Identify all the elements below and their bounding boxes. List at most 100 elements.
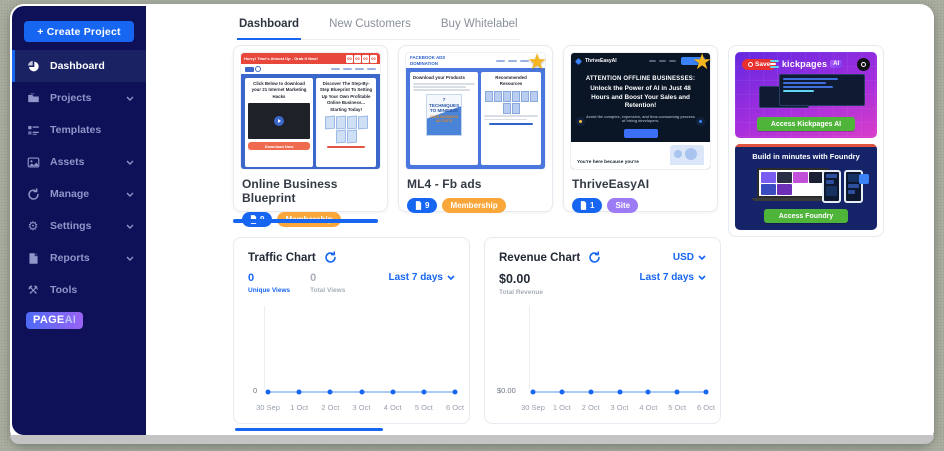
pages-count-badge: 9 [407, 198, 438, 213]
code-window-graphic [779, 74, 865, 106]
data-point-marker [265, 389, 271, 395]
chart-title: Traffic Chart [248, 251, 316, 264]
chart-plot-area: $0.00 30 Sep 1 Oct 2 Oct 3 Oct 4 Oct 5 Oct 6 O… [497, 302, 715, 415]
sidebar-item-label: Reports [50, 252, 90, 264]
refresh-icon[interactable] [588, 251, 601, 264]
sidebar-item-templates[interactable]: Templates [12, 114, 146, 146]
sidebar-item-manage[interactable]: Manage [12, 178, 146, 210]
page-bottom-scrollbar[interactable] [235, 428, 383, 431]
image-icon [26, 155, 40, 169]
project-card[interactable]: ThriveEasyAI ATTENTION OFFLINE BUSINESSE… [563, 45, 718, 213]
chevron-down-icon [126, 256, 134, 261]
refresh-icon[interactable] [324, 251, 337, 264]
zero-data-line [530, 389, 709, 395]
foundry-banner[interactable]: Build in minutes with Foundry Access Fou… [735, 144, 877, 230]
stat-label: Total Revenue [499, 289, 543, 296]
tab-new-customers[interactable]: New Customers [329, 18, 411, 30]
access-kickpages-ai-button[interactable]: Access Kickpages AI [757, 117, 855, 131]
tab-buy-whitelabel[interactable]: Buy Whitelabel [440, 18, 518, 30]
date-range-dropdown[interactable]: Last 7 days [640, 272, 706, 283]
sidebar-item-tools[interactable]: ⚒ Tools [12, 274, 146, 306]
thumb-download-button: Download Now [248, 142, 311, 151]
project-title: ML4 - Fb ads [407, 177, 482, 191]
thumb-site-brand: FACEBOOK ADS DOMINATION [410, 55, 445, 66]
project-card[interactable]: FACEBOOK ADS DOMINATION Download your Pr… [398, 45, 553, 213]
project-thumbnail[interactable]: FACEBOOK ADS DOMINATION Download your Pr… [405, 52, 546, 170]
thumb-headline: Unlock the Power of AI in Just 48 Hours … [590, 85, 691, 110]
main-content: Dashboard New Customers Buy Whitelabel H… [146, 4, 932, 435]
x-axis-tick-label: 3 Oct [610, 403, 629, 412]
tools-icon: ⚒ [27, 283, 39, 297]
thumb-site-body: Download your Products 7 TECHNIQUES TO M… [406, 68, 545, 169]
chat-badge-icon [859, 174, 869, 184]
thumb-countdown-text: Hurry! Time's Almost Up - Grab It Now! [244, 56, 318, 61]
sidebar-item-label: Projects [50, 92, 92, 104]
ebook-subtitle: YOUR FACEBOOK AD COSTS [429, 115, 459, 124]
project-card[interactable]: Hurry! Time's Almost Up - Grab It Now! 0… [233, 45, 388, 227]
sidebar-item-reports[interactable]: Reports [12, 242, 146, 274]
thumb-right-heading: Recommended Resources [495, 75, 527, 87]
timer-digit: 00 [346, 54, 353, 63]
chevron-down-icon [126, 192, 134, 197]
data-point-marker [530, 389, 536, 395]
unique-views-stat[interactable]: 0 Unique Views [248, 272, 290, 294]
thumb-video-player [248, 103, 311, 140]
kickpages-brand-text: kickpages [781, 59, 828, 69]
data-point-marker [452, 389, 458, 395]
project-type-badge: Site [607, 198, 639, 213]
x-axis-tick-label: 6 Oct [446, 403, 464, 412]
date-range-dropdown[interactable]: Last 7 days [389, 272, 455, 283]
tab-dashboard[interactable]: Dashboard [237, 16, 302, 40]
play-icon [274, 116, 285, 127]
report-document-icon [26, 251, 40, 265]
sidebar-item-dashboard[interactable]: Dashboard [12, 50, 146, 82]
create-project-button[interactable]: + Create Project [24, 21, 134, 42]
access-foundry-button[interactable]: Access Foundry [764, 209, 848, 223]
currency-dropdown[interactable]: USD [673, 252, 706, 263]
data-point-marker [674, 389, 680, 395]
text-line [484, 118, 528, 121]
project-thumbnail[interactable]: Hurry! Time's Almost Up - Grab It Now! 0… [240, 52, 381, 170]
kickpages-logo: kickpages AI [735, 59, 877, 69]
sidebar-item-projects[interactable]: Projects [12, 82, 146, 114]
thumb-site-header [241, 64, 380, 74]
project-title: ThriveEasyAI [572, 177, 650, 191]
pie-chart-icon [26, 59, 40, 73]
stat-label: Total Views [310, 287, 346, 294]
x-axis-tick-label: 1 Oct [290, 403, 309, 412]
window-bottom-edge [10, 435, 934, 444]
ai-badge: AI [830, 60, 843, 68]
chevron-down-icon [698, 275, 706, 280]
thumb-right-heading: Discover The Step-By-Step Blueprint To S… [319, 81, 373, 112]
thumb-site-nav [331, 68, 376, 70]
thumb-site-brand: ThriveEasyAI [585, 58, 617, 64]
total-revenue-stat: $0.00 Total Revenue [499, 272, 543, 296]
traffic-chart-card: Traffic Chart 0 Unique Views 0 Total Vie… [233, 237, 470, 424]
thumb-side-icon [576, 117, 585, 126]
sidebar-item-assets[interactable]: Assets [12, 146, 146, 178]
data-point-marker [421, 389, 427, 395]
kickpages-ai-banner[interactable]: Save kickpages AI Access Kickpages AI [735, 52, 877, 138]
thumb-right-panel: Discover The Step-By-Step Blueprint To S… [316, 78, 376, 167]
thumb-book-graphics [484, 90, 538, 114]
stat-label: Unique Views [248, 287, 291, 294]
tab-bar: Dashboard New Customers Buy Whitelabel [237, 16, 520, 40]
y-axis-line [529, 306, 530, 389]
total-views-stat[interactable]: 0 Total Views [310, 272, 345, 294]
sidebar-item-settings[interactable]: ⚙ Settings [12, 210, 146, 242]
thumb-cta-button [623, 128, 658, 138]
project-thumbnail[interactable]: ThriveEasyAI ATTENTION OFFLINE BUSINESSE… [570, 52, 711, 170]
sidebar-item-label: Templates [50, 124, 102, 136]
star-badge-icon [692, 52, 712, 74]
thumb-link-line [489, 123, 533, 126]
thumb-bottom-text: You're here because you're [577, 160, 639, 165]
thumb-site-header: ThriveEasyAI [571, 53, 710, 65]
pageai-logo-badge[interactable]: PAGEAI [26, 312, 84, 329]
chevron-down-icon [447, 275, 455, 280]
chevron-down-icon [126, 160, 134, 165]
projects-row-scrollbar[interactable] [233, 219, 378, 223]
gear-icon: ⚙ [27, 219, 39, 233]
thumb-left-panel: Download your Products 7 TECHNIQUES TO M… [410, 72, 479, 165]
date-range-value: Last 7 days [388, 272, 443, 283]
data-point-marker [359, 389, 364, 395]
